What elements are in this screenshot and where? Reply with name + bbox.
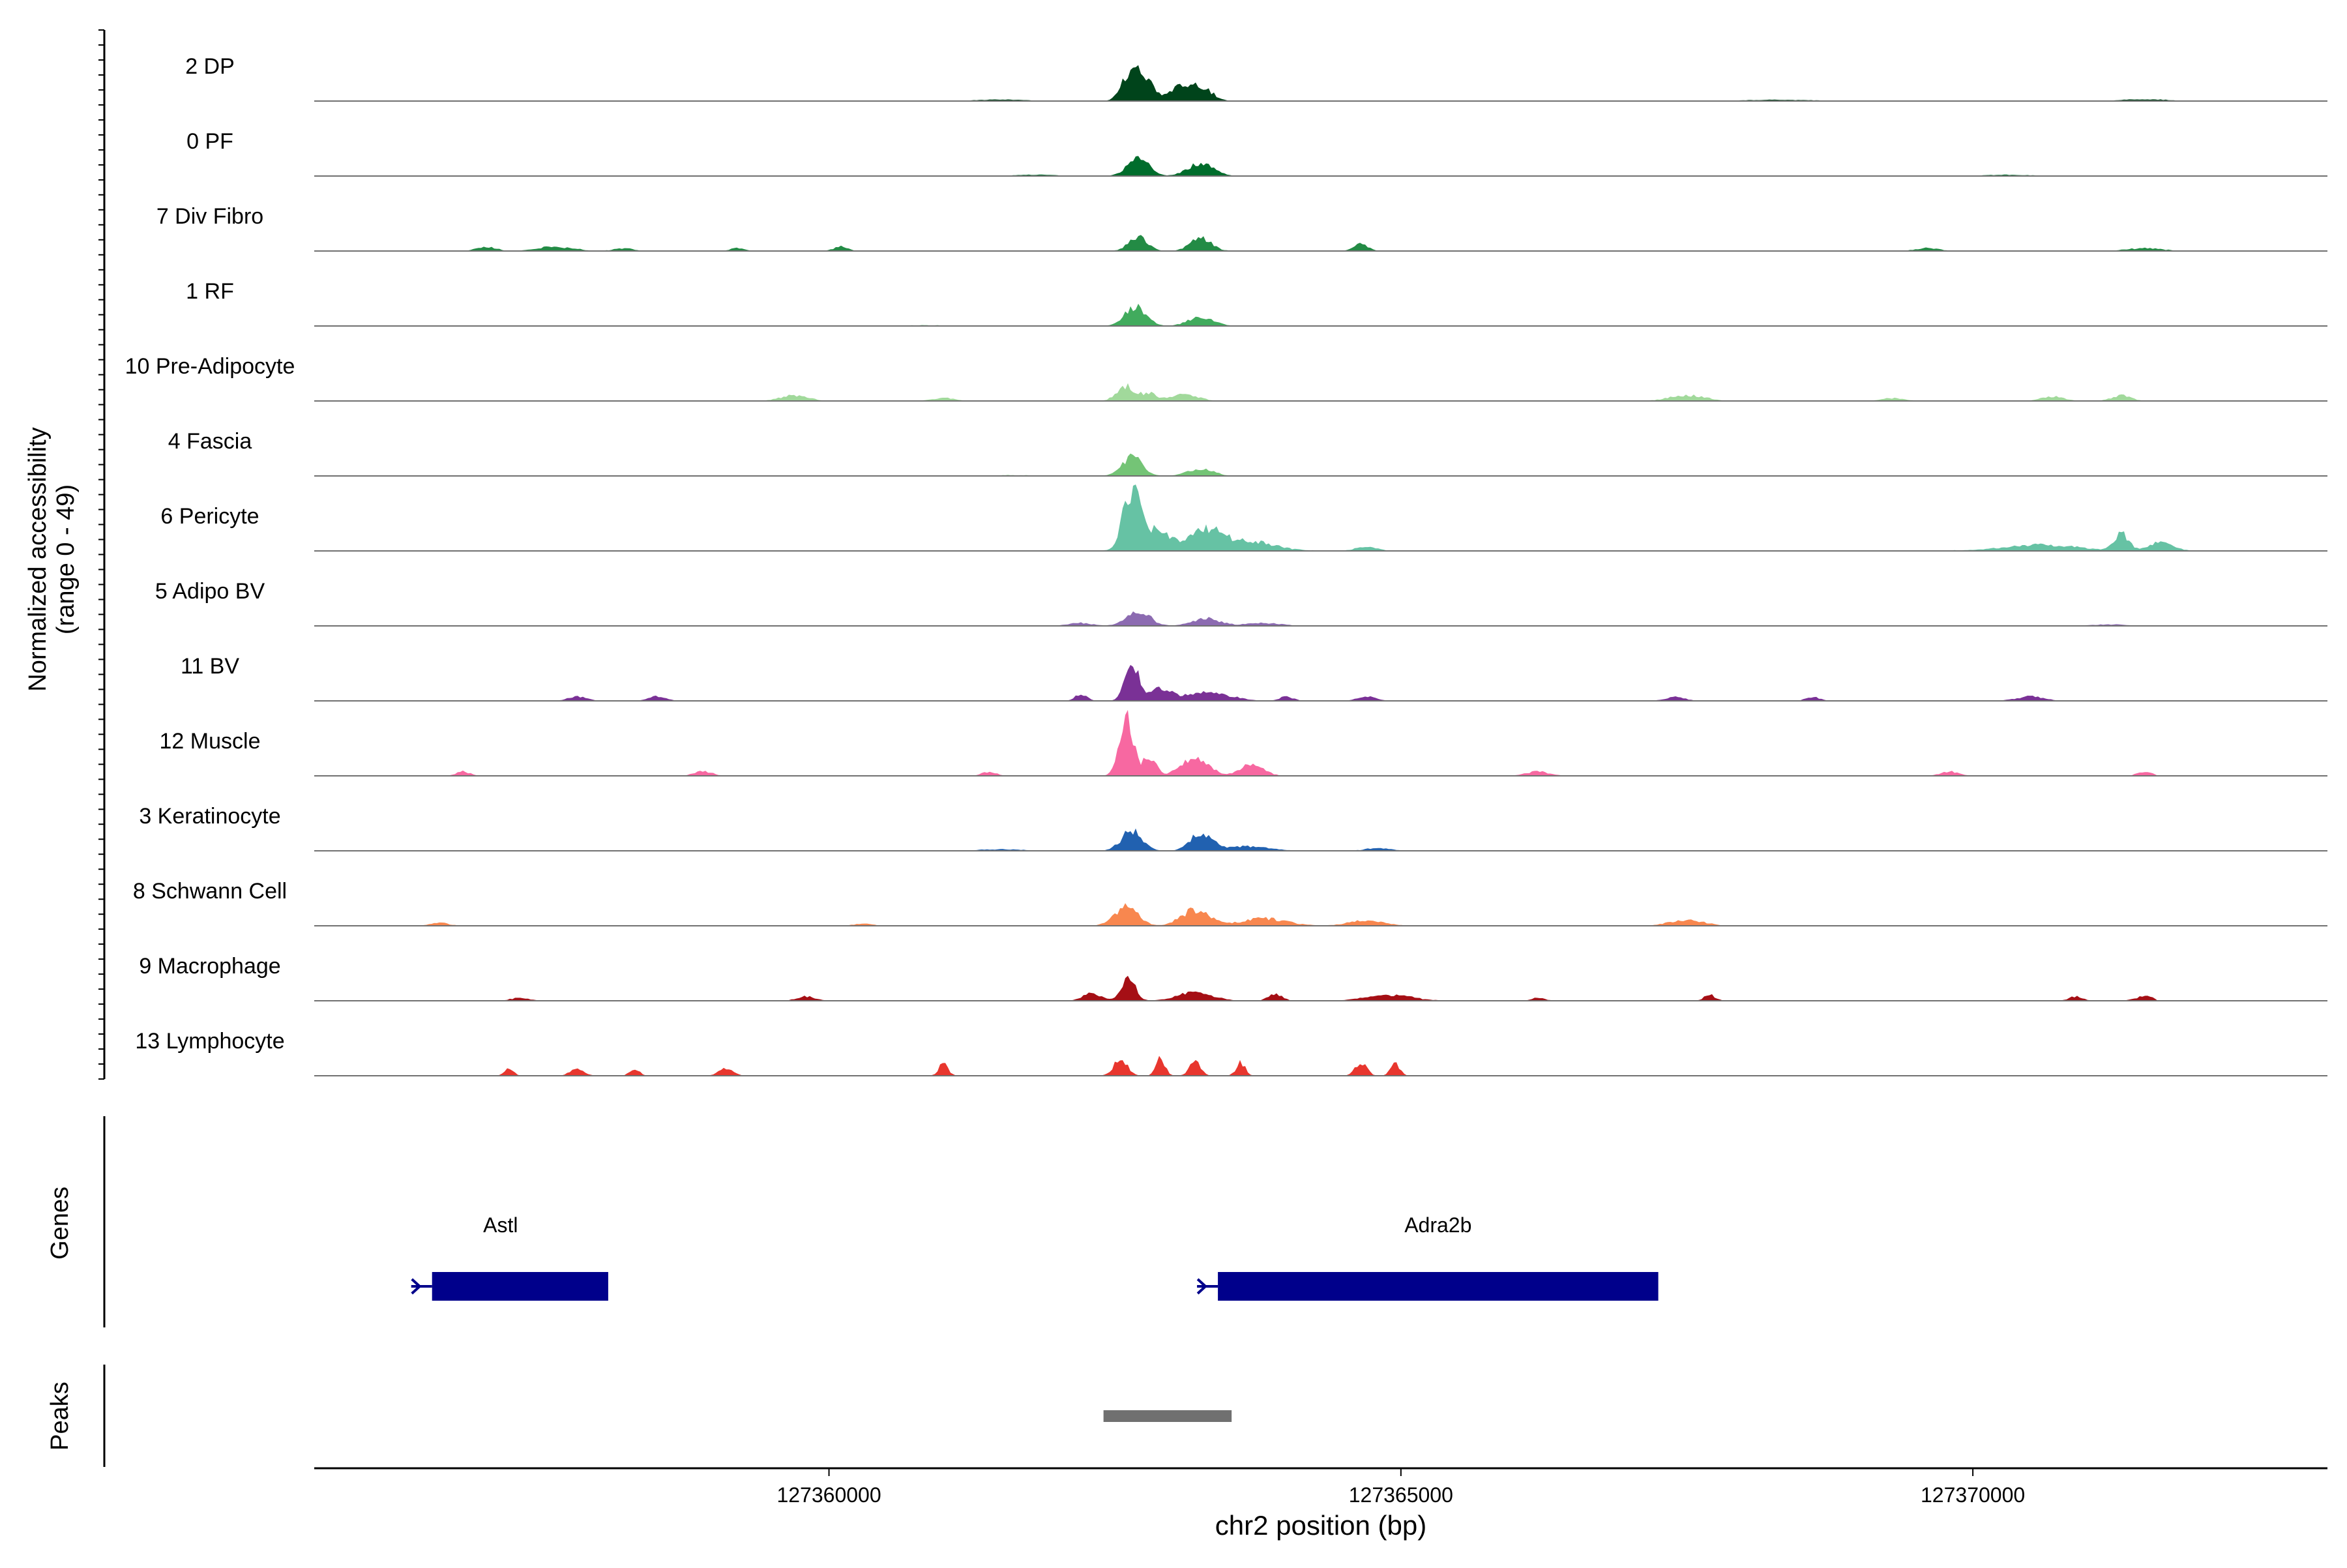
gene-body xyxy=(1218,1272,1659,1301)
track-label: 5 Adipo BV xyxy=(155,579,265,604)
x-axis-ticks: 127360000 127365000 127370000 xyxy=(776,1468,2025,1507)
track: 4 Fascia xyxy=(168,429,2327,477)
track: 1 RF xyxy=(186,279,2327,327)
y-axis-label: Normalized accessibility (range 0 - 49) xyxy=(24,427,80,691)
track-label: 10 Pre-Adipocyte xyxy=(125,354,295,379)
gene: Adra2b xyxy=(1196,1213,1659,1301)
peaks-track-label: Peaks xyxy=(46,1382,74,1451)
y-axis-label-line1: Normalized accessibility xyxy=(24,427,52,691)
coverage-area xyxy=(314,235,2327,251)
track: 0 PF xyxy=(186,129,2327,177)
coverage-area xyxy=(314,453,2327,476)
track-label: 7 Div Fibro xyxy=(156,204,263,229)
y-axis-label-line2: (range 0 - 49) xyxy=(52,484,80,634)
gene-strand-arrow xyxy=(1196,1278,1208,1295)
track: 5 Adipo BV xyxy=(155,579,2327,627)
track-label: 1 RF xyxy=(186,279,234,304)
coverage-area xyxy=(314,903,2327,926)
x-tick-label: 127360000 xyxy=(776,1483,881,1507)
track-label: 3 Keratinocyte xyxy=(139,804,280,829)
track-label: 12 Muscle xyxy=(160,729,261,754)
gene-label: Adra2b xyxy=(1404,1213,1471,1237)
y-axis-ticks xyxy=(98,29,104,1080)
track: 10 Pre-Adipocyte xyxy=(125,354,2327,402)
track: 13 Lymphocyte xyxy=(135,1029,2327,1076)
coverage-area xyxy=(314,383,2327,401)
track: 2 DP xyxy=(185,54,2327,102)
coverage-area xyxy=(314,709,2327,776)
gene-label: Astl xyxy=(483,1213,518,1237)
coverage-area xyxy=(314,484,2327,551)
track-label: 9 Macrophage xyxy=(139,954,280,979)
coverage-area xyxy=(314,156,2327,176)
x-tick-label: 127365000 xyxy=(1349,1483,1453,1507)
track-label: 13 Lymphocyte xyxy=(135,1029,284,1054)
track: 12 Muscle xyxy=(160,709,2327,777)
track-label: 8 Schwann Cell xyxy=(133,879,287,904)
track-label: 2 DP xyxy=(185,54,235,79)
gene: Astl xyxy=(411,1213,608,1301)
coverage-area xyxy=(314,65,2327,101)
track-label: 4 Fascia xyxy=(168,429,252,454)
genes-track-label: Genes xyxy=(46,1187,74,1260)
track: 6 Pericyte xyxy=(160,484,2327,552)
track: 11 BV xyxy=(181,654,2327,702)
gene-body xyxy=(432,1272,608,1301)
track-label: 0 PF xyxy=(186,129,233,154)
track: 8 Schwann Cell xyxy=(133,879,2327,926)
coverage-area xyxy=(314,303,2327,326)
x-axis-label: chr2 position (bp) xyxy=(1215,1510,1427,1541)
gene-strand-arrow xyxy=(411,1278,422,1295)
track: 9 Macrophage xyxy=(139,954,2327,1001)
coverage-area xyxy=(314,975,2327,1001)
genes-track: Astl Adra2b xyxy=(411,1213,1659,1301)
coverage-area xyxy=(314,828,2327,851)
x-tick-label: 127370000 xyxy=(1921,1483,2025,1507)
track-label: 6 Pericyte xyxy=(160,504,259,529)
peaks-track xyxy=(1103,1410,1232,1422)
track-label: 11 BV xyxy=(181,654,239,679)
peak-region xyxy=(1103,1410,1232,1422)
coverage-area xyxy=(314,1056,2327,1076)
coverage-area xyxy=(314,611,2327,626)
accessibility-tracks: 2 DP 0 PF 7 Div Fibro 1 RF 10 Pre-Adipocyte 4… xyxy=(125,54,2327,1076)
coverage-area xyxy=(314,664,2327,701)
track: 7 Div Fibro xyxy=(156,204,2327,252)
track: 3 Keratinocyte xyxy=(139,804,2327,851)
